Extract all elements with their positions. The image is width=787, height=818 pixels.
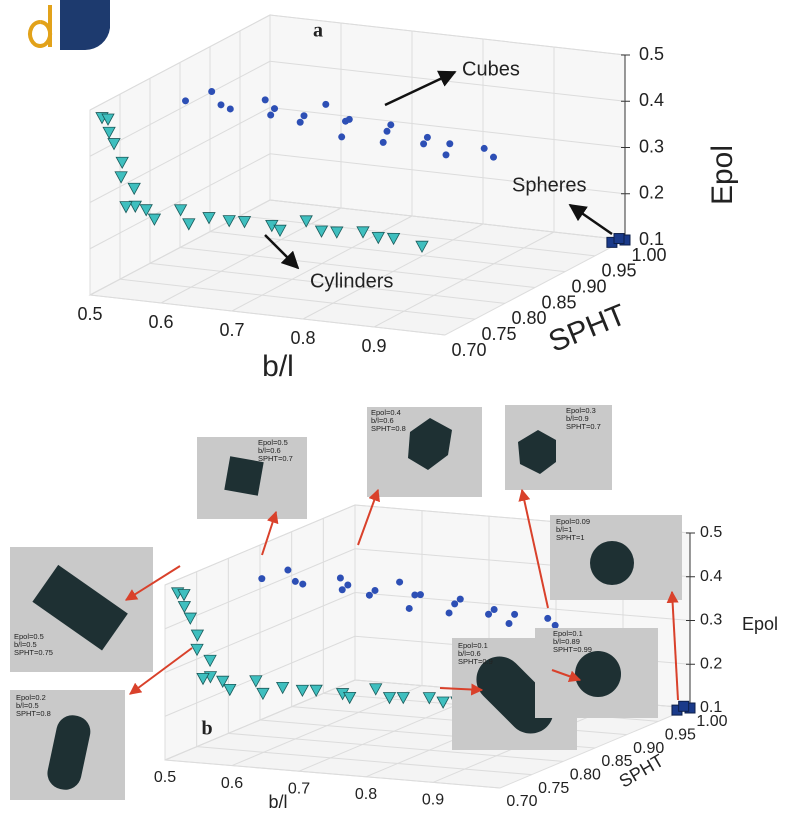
y-tick-label: 0.75 (538, 780, 569, 797)
cube-point (481, 145, 488, 152)
z-tick-label: 0.5 (700, 524, 722, 541)
inset-text: SPHT=0.9 (458, 657, 493, 666)
cube-point (420, 140, 427, 147)
cube-point (411, 591, 418, 598)
cube-point (301, 112, 308, 119)
annotation: Cylinders (310, 270, 393, 292)
cube-point (451, 600, 458, 607)
cube-point (208, 88, 215, 95)
x-tick-label: 0.8 (290, 328, 315, 348)
page: 0.50.60.70.80.90.700.750.800.850.900.951… (0, 0, 787, 818)
cube-point (297, 119, 304, 126)
cube-point (372, 587, 379, 594)
cube-point (344, 581, 351, 588)
x-tick-label: 0.6 (148, 312, 173, 332)
cube-point (182, 97, 189, 104)
cube-point (262, 96, 269, 103)
cube-point (506, 620, 513, 627)
z-tick-label: 0.2 (700, 655, 722, 672)
z-axis-label: Epol (706, 145, 739, 205)
inset-text: SPHT=0.8 (371, 424, 406, 433)
cube-point (446, 140, 453, 147)
cube-point (258, 575, 265, 582)
cube-point (271, 105, 278, 112)
cube-point (443, 151, 450, 158)
z-axis-label: Epol (742, 614, 778, 634)
panel-label: b (201, 718, 212, 740)
x-tick-label: 0.6 (221, 775, 243, 792)
x-axis-label: b/l (268, 792, 287, 812)
cube-point (380, 139, 387, 146)
cube-point (396, 579, 403, 586)
z-tick-label: 0.5 (639, 44, 664, 64)
cube-point (424, 134, 431, 141)
cube-point (299, 581, 306, 588)
y-tick-label: 0.80 (570, 767, 601, 784)
cube-point (552, 622, 559, 629)
x-axis-label: b/l (262, 350, 294, 383)
inset-text: SPHT=0.7 (258, 454, 293, 463)
cube-point (292, 578, 299, 585)
z-tick-label: 0.3 (700, 612, 722, 629)
panel-0: 0.50.60.70.80.90.700.750.800.850.900.951… (77, 15, 738, 383)
cube-point (491, 606, 498, 613)
cube-point (366, 592, 373, 599)
z-tick-label: 0.4 (700, 568, 722, 585)
cube-point (227, 105, 234, 112)
z-tick-label: 0.3 (639, 136, 664, 156)
z-tick-label: 0.1 (639, 229, 664, 249)
x-tick-label: 0.5 (77, 304, 102, 324)
inset-text: SPHT=0.7 (566, 422, 601, 431)
logo (30, 0, 110, 50)
cube-point (339, 586, 346, 593)
annotation: Spheres (512, 174, 587, 196)
cube-point (218, 101, 225, 108)
x-tick-label: 0.7 (219, 320, 244, 340)
cube-point (337, 574, 344, 581)
cube-point (406, 605, 413, 612)
y-tick-label: 0.70 (506, 793, 537, 810)
z-tick-label: 0.1 (700, 699, 722, 716)
cube-point (284, 567, 291, 574)
annotation: Cubes (462, 58, 520, 80)
x-tick-label: 0.5 (154, 769, 176, 786)
inset-text: SPHT=0.8 (16, 709, 51, 718)
cube-point (485, 611, 492, 618)
inset-text: SPHT=1 (556, 533, 585, 542)
sphere-point (679, 701, 689, 711)
inset-shape (590, 541, 634, 585)
cube-point (490, 154, 497, 161)
x-tick-label: 0.9 (422, 792, 444, 809)
cube-point (511, 611, 518, 618)
cube-point (387, 121, 394, 128)
z-tick-label: 0.2 (639, 183, 664, 203)
y-tick-label: 0.95 (665, 727, 696, 744)
panel-label: a (313, 20, 323, 42)
inset-shape (575, 651, 621, 697)
figure: 0.50.60.70.80.90.700.750.800.850.900.951… (0, 0, 787, 818)
cube-point (384, 128, 391, 135)
cube-point (446, 609, 453, 616)
x-tick-label: 0.7 (288, 780, 310, 797)
x-tick-label: 0.9 (361, 336, 386, 356)
cube-point (338, 133, 345, 140)
inset-text: SPHT=0.99 (553, 645, 592, 654)
cube-point (457, 596, 464, 603)
x-tick-label: 0.8 (355, 786, 377, 803)
cube-point (544, 615, 551, 622)
inset-text: SPHT=0.75 (14, 648, 53, 657)
sphere-point (614, 234, 624, 244)
cube-point (267, 112, 274, 119)
cube-point (342, 118, 349, 125)
z-tick-label: 0.4 (639, 90, 664, 110)
cube-point (322, 101, 329, 108)
